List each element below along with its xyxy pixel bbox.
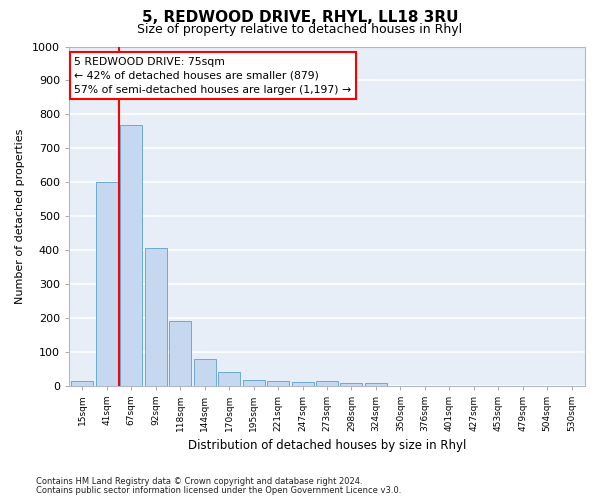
Bar bbox=[365, 384, 387, 386]
Bar bbox=[316, 380, 338, 386]
Bar bbox=[292, 382, 314, 386]
Bar bbox=[194, 360, 216, 386]
Bar bbox=[242, 380, 265, 386]
Y-axis label: Number of detached properties: Number of detached properties bbox=[15, 128, 25, 304]
Bar bbox=[145, 248, 167, 386]
Bar bbox=[340, 383, 362, 386]
Bar bbox=[218, 372, 240, 386]
Bar bbox=[169, 322, 191, 386]
Bar bbox=[267, 380, 289, 386]
Bar bbox=[71, 380, 94, 386]
Text: Contains public sector information licensed under the Open Government Licence v3: Contains public sector information licen… bbox=[36, 486, 401, 495]
Text: Contains HM Land Registry data © Crown copyright and database right 2024.: Contains HM Land Registry data © Crown c… bbox=[36, 477, 362, 486]
X-axis label: Distribution of detached houses by size in Rhyl: Distribution of detached houses by size … bbox=[188, 440, 466, 452]
Bar bbox=[121, 124, 142, 386]
Text: 5, REDWOOD DRIVE, RHYL, LL18 3RU: 5, REDWOOD DRIVE, RHYL, LL18 3RU bbox=[142, 10, 458, 25]
Text: Size of property relative to detached houses in Rhyl: Size of property relative to detached ho… bbox=[137, 22, 463, 36]
Bar bbox=[96, 182, 118, 386]
Text: 5 REDWOOD DRIVE: 75sqm
← 42% of detached houses are smaller (879)
57% of semi-de: 5 REDWOOD DRIVE: 75sqm ← 42% of detached… bbox=[74, 56, 351, 94]
